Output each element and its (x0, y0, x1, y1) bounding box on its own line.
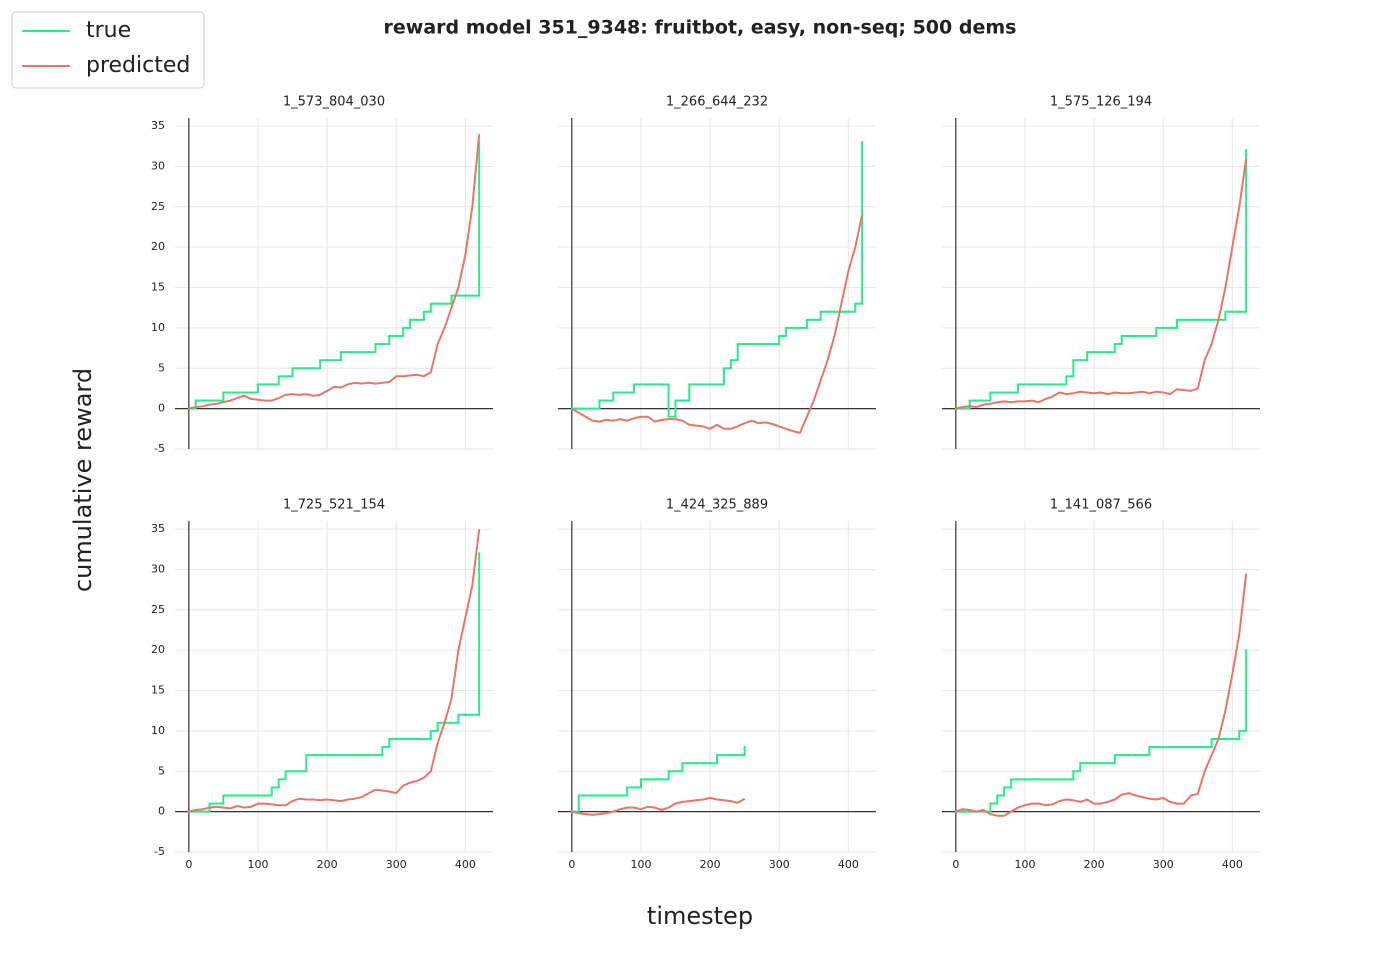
y-tick-label: 20 (151, 643, 165, 656)
y-tick-label: 15 (151, 684, 165, 697)
x-tick-label: 200 (317, 858, 338, 871)
series-line (571, 214, 864, 434)
x-tick-label: 300 (386, 858, 407, 871)
y-tick-label: -5 (154, 442, 165, 455)
subplot-title: 1_575_126_194 (1050, 95, 1152, 110)
x-tick-label: 300 (769, 858, 790, 871)
x-tick-label: 0 (568, 858, 575, 871)
x-tick-label: 0 (185, 858, 192, 871)
x-tick-label: 100 (1014, 858, 1035, 871)
y-tick-label: 25 (151, 200, 165, 213)
y-tick-label: 10 (151, 724, 165, 737)
y-axis-label: cumulative reward (69, 368, 97, 592)
legend-label: predicted (86, 53, 190, 78)
subplot-title: 1_424_325_889 (666, 498, 768, 513)
y-tick-label: 30 (151, 562, 165, 575)
x-tick-label: 400 (1222, 858, 1243, 871)
subplot-title: 1_725_521_154 (283, 498, 385, 513)
series-line (188, 528, 481, 813)
subplot-title: 1_141_087_566 (1050, 498, 1152, 513)
y-tick-label: 20 (151, 240, 165, 253)
y-tick-label: -5 (154, 845, 165, 858)
subplot-title: 1_266_644_232 (666, 95, 768, 110)
x-tick-label: 100 (247, 858, 268, 871)
x-tick-label: 400 (838, 858, 859, 871)
y-tick-label: 30 (151, 159, 165, 172)
y-tick-label: 35 (151, 119, 165, 132)
legend-label: true (86, 18, 131, 43)
series-line (571, 796, 746, 816)
x-axis-label: timestep (647, 902, 753, 930)
y-tick-label: 5 (158, 361, 165, 374)
x-tick-label: 100 (630, 858, 651, 871)
y-tick-label: 0 (158, 402, 165, 415)
x-tick-label: 200 (1084, 858, 1105, 871)
y-tick-label: 25 (151, 603, 165, 616)
x-tick-label: 300 (1153, 858, 1174, 871)
series-line (955, 158, 1248, 410)
series-line (188, 134, 481, 410)
y-tick-label: 5 (158, 764, 165, 777)
x-tick-label: 400 (455, 858, 476, 871)
series-line (955, 573, 1248, 817)
figure-title: reward model 351_9348: fruitbot, easy, n… (384, 17, 1017, 39)
y-tick-label: 10 (151, 321, 165, 334)
subplot-title: 1_573_804_030 (283, 95, 385, 110)
x-tick-label: 200 (700, 858, 721, 871)
x-tick-label: 0 (952, 858, 959, 871)
y-tick-label: 35 (151, 522, 165, 535)
y-tick-label: 15 (151, 281, 165, 294)
y-tick-label: 0 (158, 805, 165, 818)
